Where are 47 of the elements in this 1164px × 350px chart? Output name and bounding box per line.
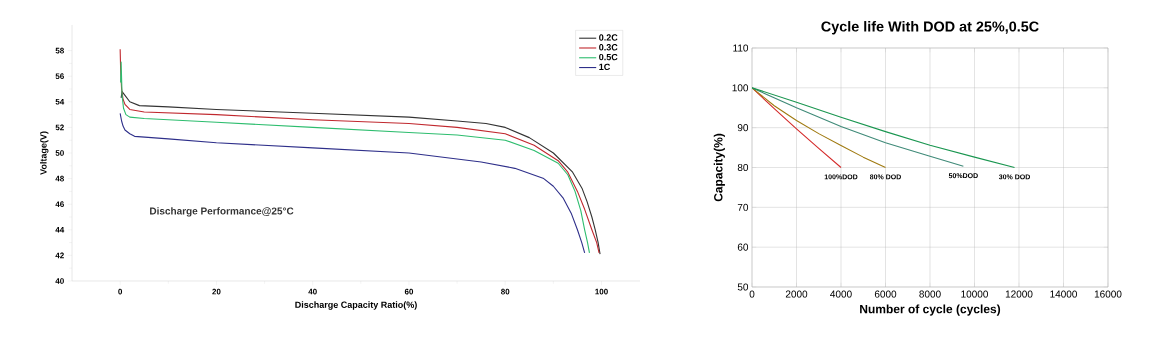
y-tick-label: 40	[55, 278, 64, 284]
x-tick-label: 0	[118, 288, 123, 295]
line-series	[752, 87, 1016, 169]
y-tick-label: 110	[733, 44, 749, 52]
x-tick-label: 80	[501, 288, 510, 295]
line-series	[120, 91, 601, 255]
chart-title: Cycle life With DOD at 25%,0.5C	[821, 21, 1039, 35]
y-tick-label: 56	[55, 73, 64, 80]
x-tick-label: 8000	[919, 290, 941, 298]
x-tick-label: 4000	[830, 290, 852, 298]
x-tick-label: 20	[212, 288, 221, 295]
x-tick-label: 10000	[961, 290, 989, 298]
y-tick-label: 42	[55, 252, 64, 259]
y-tick-label: 44	[55, 227, 65, 233]
line-series	[752, 87, 887, 169]
line-series	[119, 112, 586, 254]
x-axis-title: Discharge Capacity Ratio(%)	[295, 301, 417, 310]
y-tick-label: 60	[737, 243, 749, 251]
y-tick-label: 54	[55, 99, 65, 105]
y-tick-label: 46	[55, 201, 64, 208]
y-axis-title: Capacity(%)	[713, 133, 725, 202]
x-tick-label: 14000	[1050, 290, 1078, 298]
y-tick-label: 90	[737, 124, 749, 132]
y-tick-label: 80	[737, 163, 749, 172]
legend-label: 0.3C	[599, 44, 618, 51]
x-tick-label: 16000	[1094, 290, 1122, 298]
x-tick-label: 2000	[785, 290, 808, 298]
y-tick-label: 58	[55, 47, 64, 54]
legend-label: 0.2C	[599, 34, 618, 41]
x-tick-label: 60	[404, 288, 414, 295]
y-tick-label: 52	[55, 124, 64, 131]
y-tick-label: 48	[55, 175, 64, 182]
x-tick-label: 6000	[874, 290, 897, 298]
legend-label: 1C	[599, 63, 611, 71]
y-tick-label: 50	[737, 283, 749, 291]
x-tick-label: 0	[749, 290, 755, 298]
x-tick-label: 100	[595, 288, 608, 295]
y-tick-label: 50	[55, 150, 64, 156]
line-series	[752, 87, 964, 167]
y-axis-title: Voltage(V)	[40, 131, 49, 175]
annotation: Discharge Performance@25°C	[150, 207, 294, 217]
y-tick-label: 70	[737, 203, 749, 211]
x-tick-label: 40	[308, 288, 317, 295]
x-axis-title: Number of cycle (cycles)	[860, 304, 1001, 316]
x-tick-label: 12000	[1005, 290, 1033, 298]
legend-label: 0.5C	[599, 53, 618, 61]
y-tick-label: 100	[732, 84, 749, 92]
